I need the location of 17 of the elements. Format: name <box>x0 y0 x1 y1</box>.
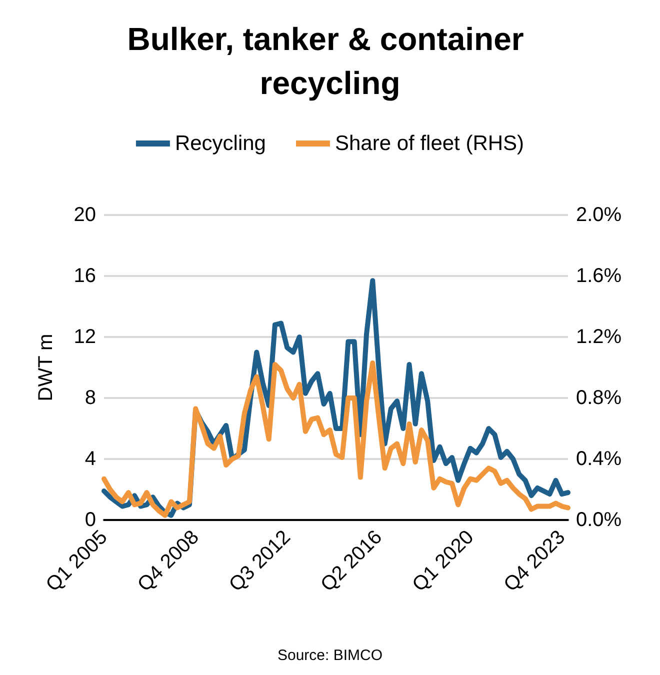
y-tick-label: 0 <box>84 509 96 531</box>
legend-label: Recycling <box>174 132 266 155</box>
chart-title: Bulker, tanker & container recycling <box>127 21 533 101</box>
y2-tick-label: 0.0% <box>576 509 622 531</box>
source-note: Source: BIMCO <box>277 647 383 664</box>
legend-label: Share of fleet (RHS) <box>334 132 524 155</box>
y-tick-label: 16 <box>74 265 96 287</box>
y2-tick-label: 1.6% <box>576 265 622 287</box>
y-axis-title: DWT m <box>35 334 57 402</box>
y-tick-label: 8 <box>84 387 96 409</box>
y2-tick-label: 0.8% <box>576 387 622 409</box>
y2-tick-label: 0.4% <box>576 448 622 470</box>
y-tick-label: 12 <box>74 326 96 348</box>
y-tick-label: 20 <box>74 204 96 226</box>
y2-tick-label: 1.2% <box>576 326 622 348</box>
y-tick-label: 4 <box>84 448 96 470</box>
y2-tick-label: 2.0% <box>576 204 622 226</box>
